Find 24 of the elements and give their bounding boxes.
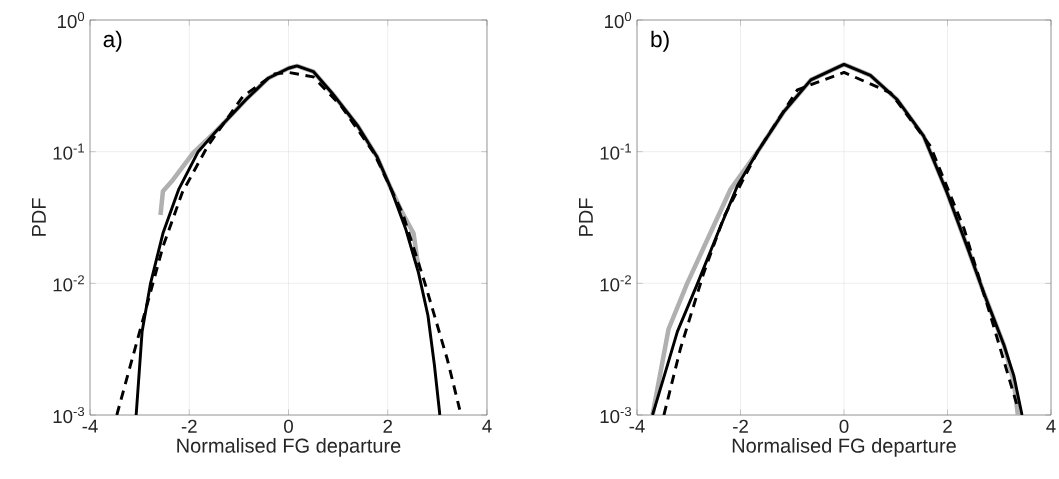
y-tick-label: 10$^{0}$: [605, 11, 632, 29]
y-tick-label: 10$^{-3}$: [600, 406, 632, 424]
x-tick-label: -4: [629, 419, 645, 433]
y-tick-label: 10$^{-2}$: [53, 275, 84, 292]
y-tick-label: 10$^{-3}$: [53, 406, 85, 424]
y-tick-label: 10$^{0}$: [58, 11, 85, 29]
annotation: b): [651, 30, 669, 52]
x-tick-label: -2: [181, 419, 197, 433]
y-axis-title: PDF: [579, 198, 593, 236]
x-tick-label: -4: [82, 419, 98, 433]
x-tick-label: -2: [733, 419, 748, 433]
x-axis-title: Normalised FG departure: [732, 438, 956, 457]
x-tick-label: 0: [839, 419, 849, 433]
y-tick-label: 10$^{-1}$: [600, 143, 631, 160]
x-tick-label: 4: [482, 419, 492, 433]
y-axis-title: PDF: [32, 198, 46, 236]
annotation: a): [103, 30, 122, 52]
x-tick-label: 4: [1046, 419, 1056, 433]
y-tick-label: 10$^{-1}$: [53, 143, 84, 160]
x-tick-label: 0: [284, 419, 293, 433]
x-tick-label: 2: [383, 419, 393, 433]
x-tick-label: 2: [943, 419, 952, 433]
y-tick-label: 10$^{-2}$: [600, 275, 631, 292]
x-axis-title: Normalised FG departure: [177, 438, 401, 457]
